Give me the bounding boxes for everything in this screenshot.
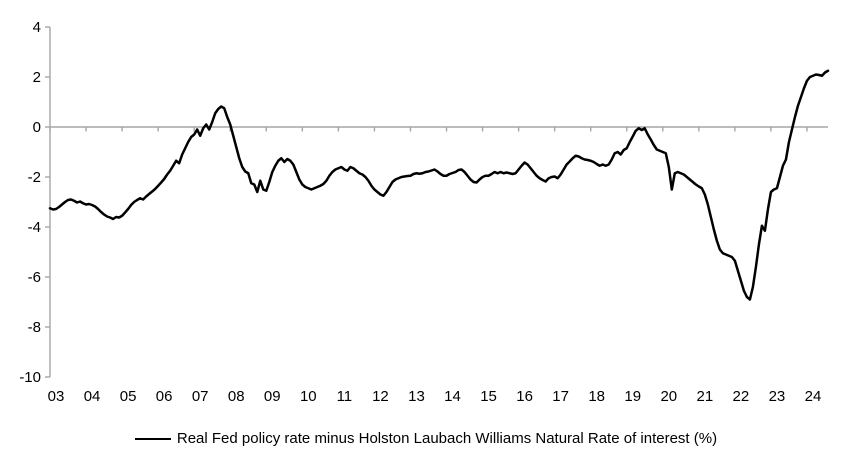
x-tick-label: 12 [372, 388, 389, 405]
x-tick-label: 22 [733, 388, 750, 405]
legend: Real Fed policy rate minus Holston Lauba… [0, 430, 852, 447]
y-tick-label: 2 [33, 69, 41, 86]
x-tick-label: 18 [588, 388, 605, 405]
legend-label: Real Fed policy rate minus Holston Lauba… [176, 430, 718, 447]
x-tick-label: 20 [660, 388, 677, 405]
y-tick-label: -10 [19, 369, 41, 386]
x-tick-label: 21 [696, 388, 713, 405]
x-tick-label: 17 [552, 388, 569, 405]
x-tick-label: 24 [805, 388, 822, 405]
series-line [48, 69, 830, 301]
x-tick-label: 15 [480, 388, 497, 405]
legend-line-sample [134, 437, 171, 440]
y-tick-label: 4 [33, 19, 41, 36]
x-tick-label: 10 [300, 388, 317, 405]
x-tick-label: 08 [228, 388, 245, 405]
y-tick-label: -8 [28, 319, 41, 336]
x-tick-label: 19 [624, 388, 641, 405]
x-tick-label: 03 [48, 388, 65, 405]
x-tick-label: 04 [84, 388, 101, 405]
x-tick-label: 16 [516, 388, 533, 405]
x-tick-label: 11 [337, 388, 353, 405]
x-tick-label: 06 [156, 388, 173, 405]
y-tick-label: -4 [28, 219, 41, 236]
y-tick-label: 0 [33, 119, 41, 136]
x-tick-label: 05 [120, 388, 137, 405]
x-tick-label: 07 [192, 388, 209, 405]
x-tick-label: 13 [408, 388, 425, 405]
y-tick-label: -6 [28, 269, 41, 286]
x-tick-label: 23 [769, 388, 786, 405]
x-tick-label: 09 [264, 388, 281, 405]
x-tick-label: 14 [444, 388, 461, 405]
y-tick-label: -2 [28, 169, 41, 186]
